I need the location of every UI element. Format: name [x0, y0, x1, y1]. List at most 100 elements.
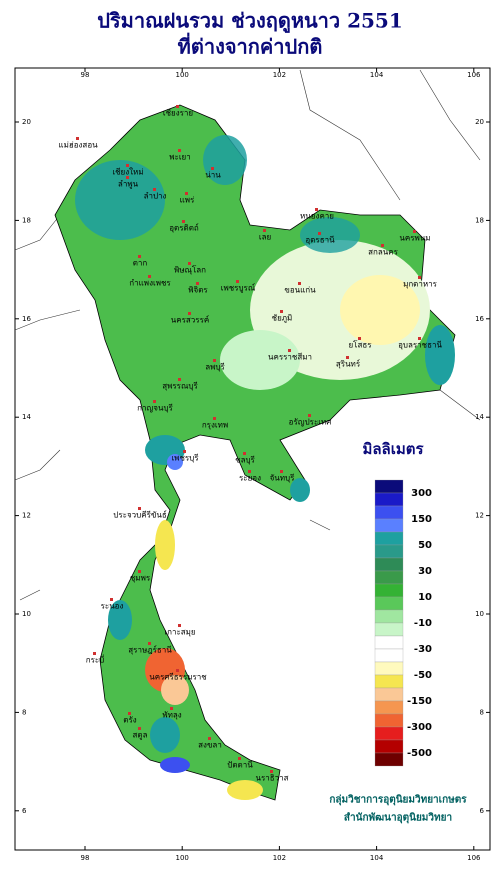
- x-tick-label: 104: [370, 71, 384, 79]
- legend-swatch: [374, 492, 404, 507]
- place-label: พิจิตร: [188, 286, 208, 295]
- station: [185, 192, 188, 195]
- legend-label: 300: [411, 488, 432, 499]
- legend-swatch: [374, 752, 404, 767]
- legend-swatch: [374, 674, 404, 689]
- y-tick-label: 6: [480, 807, 485, 815]
- place-label: ชุมพร: [130, 574, 151, 583]
- place-label: ตรัง: [123, 716, 136, 725]
- place-label: สุพรรณบุรี: [162, 382, 198, 391]
- place-label: อุดรธานี: [305, 236, 335, 245]
- legend-swatch: [374, 583, 404, 598]
- place-label: พิษณุโลก: [174, 265, 206, 275]
- x-tick-label: 100: [176, 71, 189, 79]
- station: [263, 229, 266, 232]
- place-label: เลย: [259, 233, 271, 242]
- legend-swatch: [374, 505, 404, 520]
- legend-label: -50: [414, 670, 432, 681]
- legend-swatch: [374, 596, 404, 611]
- place-label: มุกดาหาร: [403, 280, 438, 289]
- station: [148, 642, 151, 645]
- station: [76, 137, 79, 140]
- title: ปริมาณฝนรวม ช่วงฤดูหนาว 2551: [97, 9, 403, 35]
- y-tick-label: 18: [475, 216, 484, 224]
- y-tick-label: 10: [475, 610, 484, 618]
- y-tick-label: 14: [22, 413, 31, 421]
- place-label: กรุงเทพ: [202, 421, 228, 430]
- legend-label: -500: [407, 748, 432, 759]
- station: [148, 275, 151, 278]
- station: [170, 707, 173, 710]
- station: [138, 255, 141, 258]
- place-label: พะเยา: [169, 153, 190, 162]
- place-label: ยโสธร: [348, 340, 372, 350]
- station: [196, 282, 199, 285]
- station: [213, 359, 216, 362]
- y-tick-label: 6: [22, 807, 27, 815]
- legend-swatch: [374, 635, 404, 650]
- y-tick-label: 18: [22, 216, 31, 224]
- place-label: น่าน: [205, 171, 221, 180]
- legend-swatch: [374, 531, 404, 546]
- place-label: ปัตตานี: [227, 761, 253, 770]
- legend-swatch: [374, 570, 404, 585]
- place-label: เชียงราย: [163, 109, 193, 118]
- place-label: เพชรบุรี: [171, 454, 199, 463]
- station: [128, 712, 131, 715]
- place-label: สุราษฎร์ธานี: [128, 645, 172, 655]
- legend-title: มิลลิเมตร: [362, 440, 424, 458]
- place-label: จันทบุรี: [270, 474, 296, 483]
- station: [208, 737, 211, 740]
- y-tick-label: 16: [22, 315, 31, 323]
- station: [308, 414, 311, 417]
- station: [280, 310, 283, 313]
- place-label: ระยอง: [239, 474, 261, 483]
- station: [126, 164, 129, 167]
- place-label: ชัยภูมิ: [272, 314, 293, 324]
- legend-swatch: [374, 557, 404, 572]
- y-tick-label: 10: [22, 610, 31, 618]
- station: [188, 262, 191, 265]
- station: [238, 757, 241, 760]
- x-tick-label: 98: [81, 854, 90, 862]
- legend-swatch: [374, 544, 404, 559]
- x-tick-label: 102: [273, 854, 286, 862]
- station: [315, 208, 318, 211]
- y-tick-label: 12: [22, 512, 31, 520]
- legend-label: -30: [414, 644, 432, 655]
- place-label: สตูล: [133, 731, 148, 741]
- place-label: หนองคาย: [300, 212, 334, 221]
- station: [178, 378, 181, 381]
- station: [138, 570, 141, 573]
- station: [413, 230, 416, 233]
- station: [110, 598, 113, 601]
- station: [138, 727, 141, 730]
- station: [211, 167, 214, 170]
- station: [236, 280, 239, 283]
- station: [153, 188, 156, 191]
- place-label: นครราชสีมา: [268, 353, 312, 362]
- legend-swatch: [374, 609, 404, 624]
- legend-swatch: [374, 713, 404, 728]
- station: [176, 669, 179, 672]
- y-tick-label: 16: [475, 315, 484, 323]
- station: [182, 220, 185, 223]
- place-label: อุตรดิตถ์: [169, 223, 199, 233]
- y-tick-label: 20: [22, 118, 31, 126]
- x-tick-label: 100: [176, 854, 189, 862]
- station: [243, 452, 246, 455]
- place-label: พัทลุง: [162, 711, 181, 720]
- station: [418, 276, 421, 279]
- station: [138, 507, 141, 510]
- x-tick-label: 106: [467, 71, 481, 79]
- place-label: เชียงใหม่: [112, 168, 143, 177]
- place-label: ระนอง: [101, 602, 124, 611]
- legend-label: 50: [418, 540, 432, 551]
- place-label: แพร่: [180, 196, 195, 205]
- neighbor-borders: [14, 69, 481, 601]
- x-tick-label: 104: [370, 854, 384, 862]
- station: [318, 232, 321, 235]
- legend-swatch: [374, 726, 404, 741]
- legend-swatch: [374, 479, 404, 494]
